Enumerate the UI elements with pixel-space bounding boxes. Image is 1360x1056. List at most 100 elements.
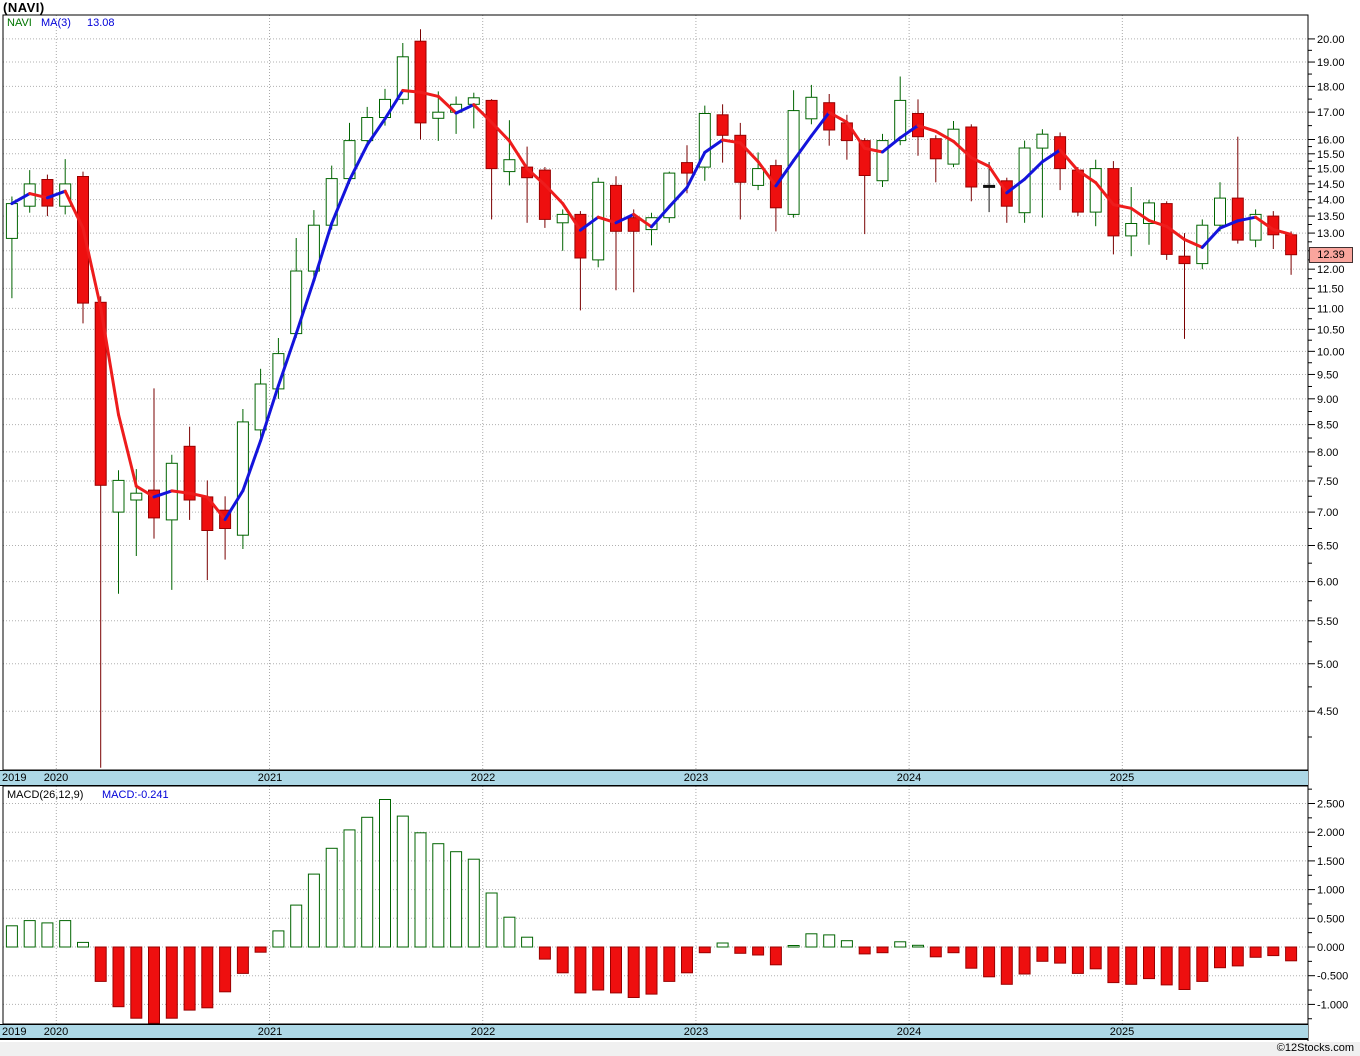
- macd-bar: [396, 815, 409, 948]
- price-tick-label: 8.00: [1317, 447, 1338, 459]
- macd-bar: [627, 946, 640, 998]
- ma-line-segment: [454, 103, 476, 115]
- ma-line-segment: [614, 212, 636, 225]
- year-label: 2025: [1109, 1026, 1135, 1038]
- price-tick-label: 10.50: [1317, 324, 1345, 336]
- candle-up: [254, 383, 267, 431]
- legend-ma-name: MA(3): [41, 17, 71, 29]
- ma-line-segment: [259, 384, 280, 443]
- last-price-badge: 12.39: [1309, 247, 1353, 263]
- ma-line-segment: [276, 332, 298, 388]
- price-tick-label: 6.00: [1317, 577, 1338, 589]
- candle-down: [734, 134, 747, 183]
- ma-line-segment: [1236, 215, 1258, 223]
- ma-line-segment: [365, 117, 387, 147]
- candle-up: [325, 178, 338, 226]
- candle-up: [1143, 202, 1155, 224]
- macd-bar: [858, 946, 871, 955]
- ma-line-segment: [827, 110, 849, 124]
- price-tick-label: 10.00: [1317, 346, 1345, 358]
- macd-bar: [1160, 946, 1173, 986]
- macd-bar: [912, 944, 924, 948]
- candle-down: [1285, 234, 1298, 256]
- macd-bar: [361, 816, 374, 948]
- macd-bar: [592, 946, 605, 991]
- ma-line-segment: [1129, 206, 1151, 222]
- ma-line-segment: [756, 160, 778, 188]
- price-tick-label: 12.00: [1317, 264, 1345, 276]
- macd-bar: [894, 941, 907, 948]
- candle-down: [858, 140, 871, 177]
- legend-ma-value: 13.08: [87, 17, 115, 29]
- macd-bar: [1196, 946, 1209, 982]
- candle-up: [396, 56, 409, 100]
- candle-up: [698, 113, 711, 168]
- year-label: 2024: [896, 772, 922, 784]
- macd-bar: [752, 946, 765, 956]
- candle-up: [1249, 213, 1262, 241]
- macd-bar: [734, 946, 747, 954]
- macd-bar: [503, 916, 516, 948]
- ma-line-segment: [490, 120, 511, 143]
- macd-bar: [521, 936, 534, 948]
- macd-bar: [823, 934, 836, 948]
- macd-bar: [254, 946, 267, 953]
- year-label: 2021: [257, 772, 283, 784]
- price-tick-label: 19.00: [1317, 57, 1345, 69]
- macd-bar: [325, 847, 338, 948]
- macd-bar: [983, 946, 996, 978]
- ma-line-segment: [205, 495, 227, 521]
- candle-down: [610, 184, 622, 232]
- macd-bar: [1107, 946, 1120, 984]
- ma-line-segment: [63, 189, 85, 230]
- candle-down: [148, 489, 160, 519]
- macd-bar: [1214, 946, 1226, 969]
- ma-line-segment: [401, 89, 422, 94]
- macd-bar: [467, 858, 480, 948]
- macd-bar: [343, 829, 356, 948]
- ma-line-segment: [934, 129, 955, 143]
- macd-bar: [1267, 946, 1280, 957]
- footer-bar: ©12Stocks.com: [0, 1042, 1360, 1056]
- price-tick-label: 14.50: [1317, 179, 1345, 191]
- macd-bar: [538, 946, 551, 960]
- macd-bar: [769, 946, 782, 966]
- candle-up: [663, 172, 676, 219]
- macd-bar: [432, 843, 445, 948]
- price-tick-label: 16.00: [1317, 134, 1345, 146]
- price-tick-label: 15.00: [1317, 164, 1345, 176]
- macd-bar: [307, 873, 320, 948]
- macd-bar: [183, 946, 196, 1011]
- ma-line-segment: [685, 150, 707, 189]
- macd-bar: [1054, 946, 1067, 964]
- macd-bar: [112, 946, 125, 1008]
- macd-bar: [1071, 946, 1084, 974]
- candle-down: [538, 169, 551, 220]
- ma-line-segment: [1165, 224, 1186, 241]
- ma-line-segment: [916, 124, 938, 133]
- price-tick-label: 9.00: [1317, 394, 1338, 406]
- macd-bar: [645, 946, 658, 995]
- price-tick-label: 15.50: [1317, 149, 1345, 161]
- price-tick-label: 14.00: [1317, 195, 1345, 207]
- ma-line-segment: [1040, 148, 1062, 164]
- macd-tick-label: -0.500: [1317, 971, 1348, 983]
- candle-down: [485, 99, 498, 170]
- macd-bar: [840, 940, 853, 948]
- ma-line-segment: [952, 139, 973, 160]
- macd-bar: [929, 946, 942, 958]
- candle-up: [1089, 168, 1102, 213]
- macd-bar: [201, 946, 214, 1009]
- ma-line-segment: [845, 120, 867, 150]
- footer-credit: ©12Stocks.com: [1276, 1042, 1354, 1054]
- macd-bar: [272, 930, 285, 948]
- macd-bar: [41, 922, 54, 948]
- macd-bar: [876, 946, 889, 954]
- macd-bar: [219, 946, 232, 993]
- ma-line-segment: [383, 89, 405, 121]
- ma-line-segment: [1218, 219, 1240, 230]
- macd-bar: [379, 799, 391, 948]
- macd-bar: [148, 946, 160, 1024]
- macd-bar: [1231, 946, 1244, 967]
- year-label: 2020: [43, 772, 69, 784]
